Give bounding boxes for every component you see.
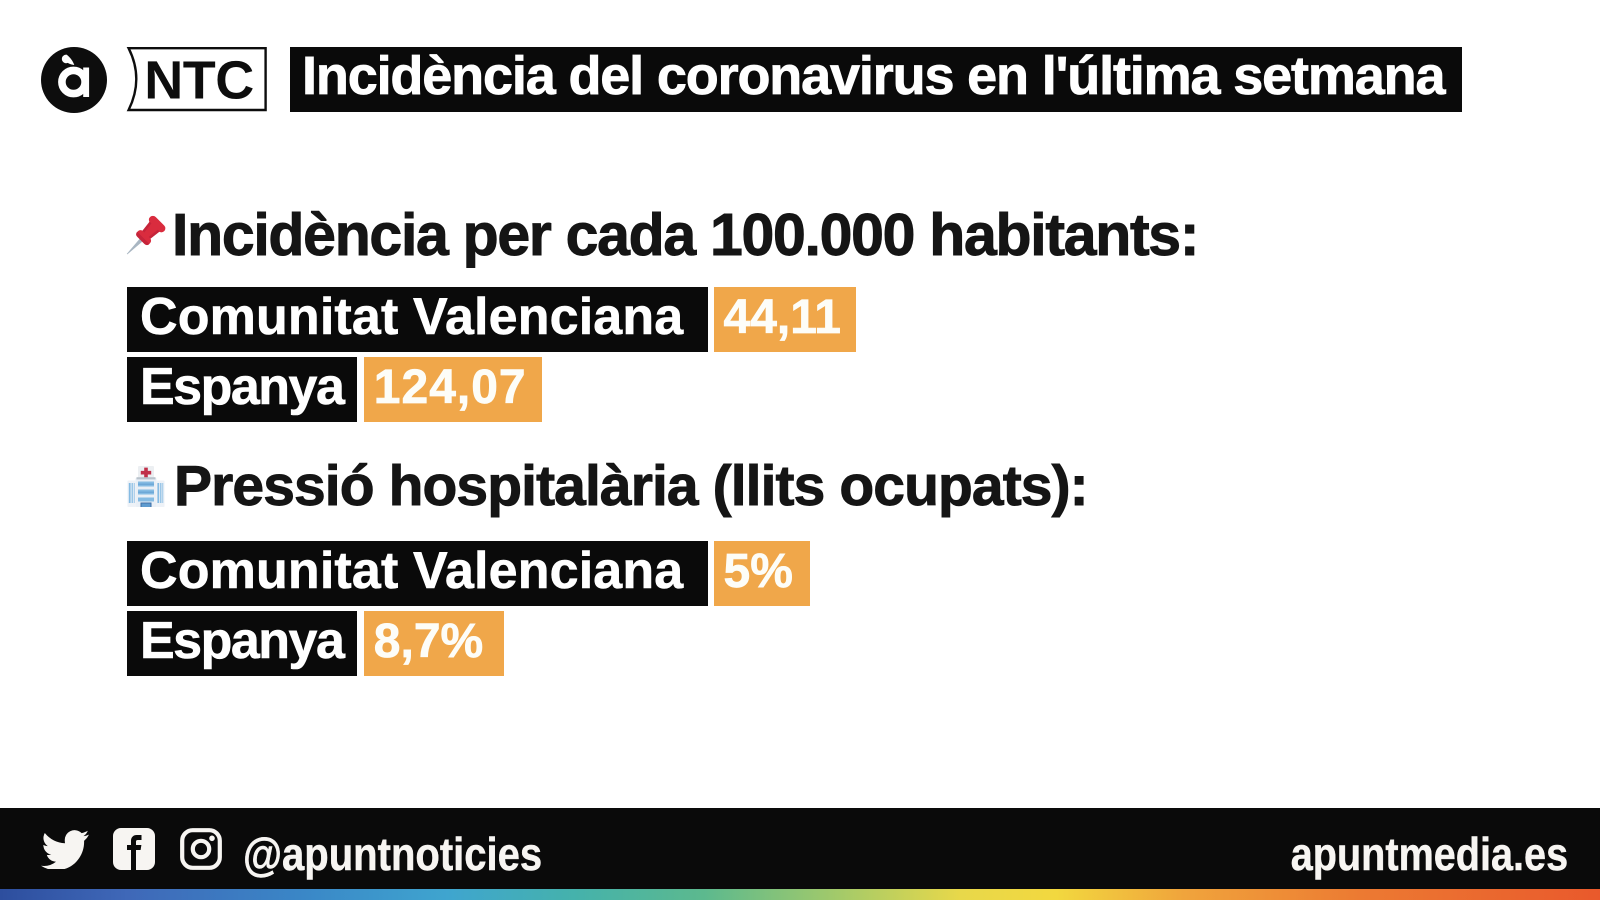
- svg-text:NTC: NTC: [144, 50, 253, 110]
